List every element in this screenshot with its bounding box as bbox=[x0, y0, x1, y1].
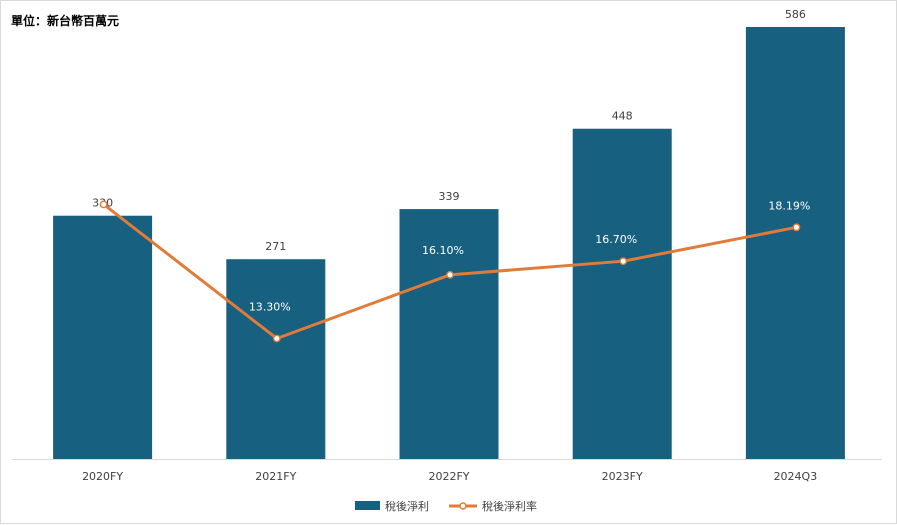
unit-label: 單位：新台幣百萬元 bbox=[11, 14, 120, 28]
bar bbox=[745, 27, 845, 459]
line-data-label: 16.70% bbox=[595, 233, 637, 246]
line-data-label: 18.19% bbox=[768, 199, 810, 212]
legend-label-bar: 稅後淨利 bbox=[385, 499, 429, 513]
line-point bbox=[792, 223, 801, 232]
x-tick-label: 2022FY bbox=[428, 470, 469, 483]
line-point bbox=[272, 334, 281, 343]
bar-data-label: 339 bbox=[439, 190, 460, 203]
bar-data-label: 586 bbox=[785, 8, 806, 21]
legend-swatch-bar bbox=[355, 501, 380, 510]
line-data-label: 13.30% bbox=[249, 300, 291, 313]
bar bbox=[572, 128, 672, 459]
legend-label-line: 稅後淨利率 bbox=[482, 499, 537, 513]
bar-data-label: 448 bbox=[612, 110, 633, 123]
line-data-label: 16.10% bbox=[422, 244, 464, 257]
line-point bbox=[619, 257, 628, 266]
x-tick-label: 2020FY bbox=[82, 470, 123, 483]
bar-data-label: 271 bbox=[265, 240, 286, 253]
line-point bbox=[99, 200, 108, 209]
bar bbox=[226, 259, 326, 459]
bar bbox=[399, 209, 499, 459]
line-point bbox=[446, 270, 454, 279]
x-tick-label: 2024Q3 bbox=[774, 470, 818, 483]
x-tick-label: 2023FY bbox=[602, 470, 643, 483]
line-data-label: 19.20% bbox=[76, 177, 118, 190]
x-tick-label: 2021FY bbox=[255, 470, 296, 483]
legend-marker bbox=[459, 502, 467, 510]
bar bbox=[53, 215, 153, 459]
